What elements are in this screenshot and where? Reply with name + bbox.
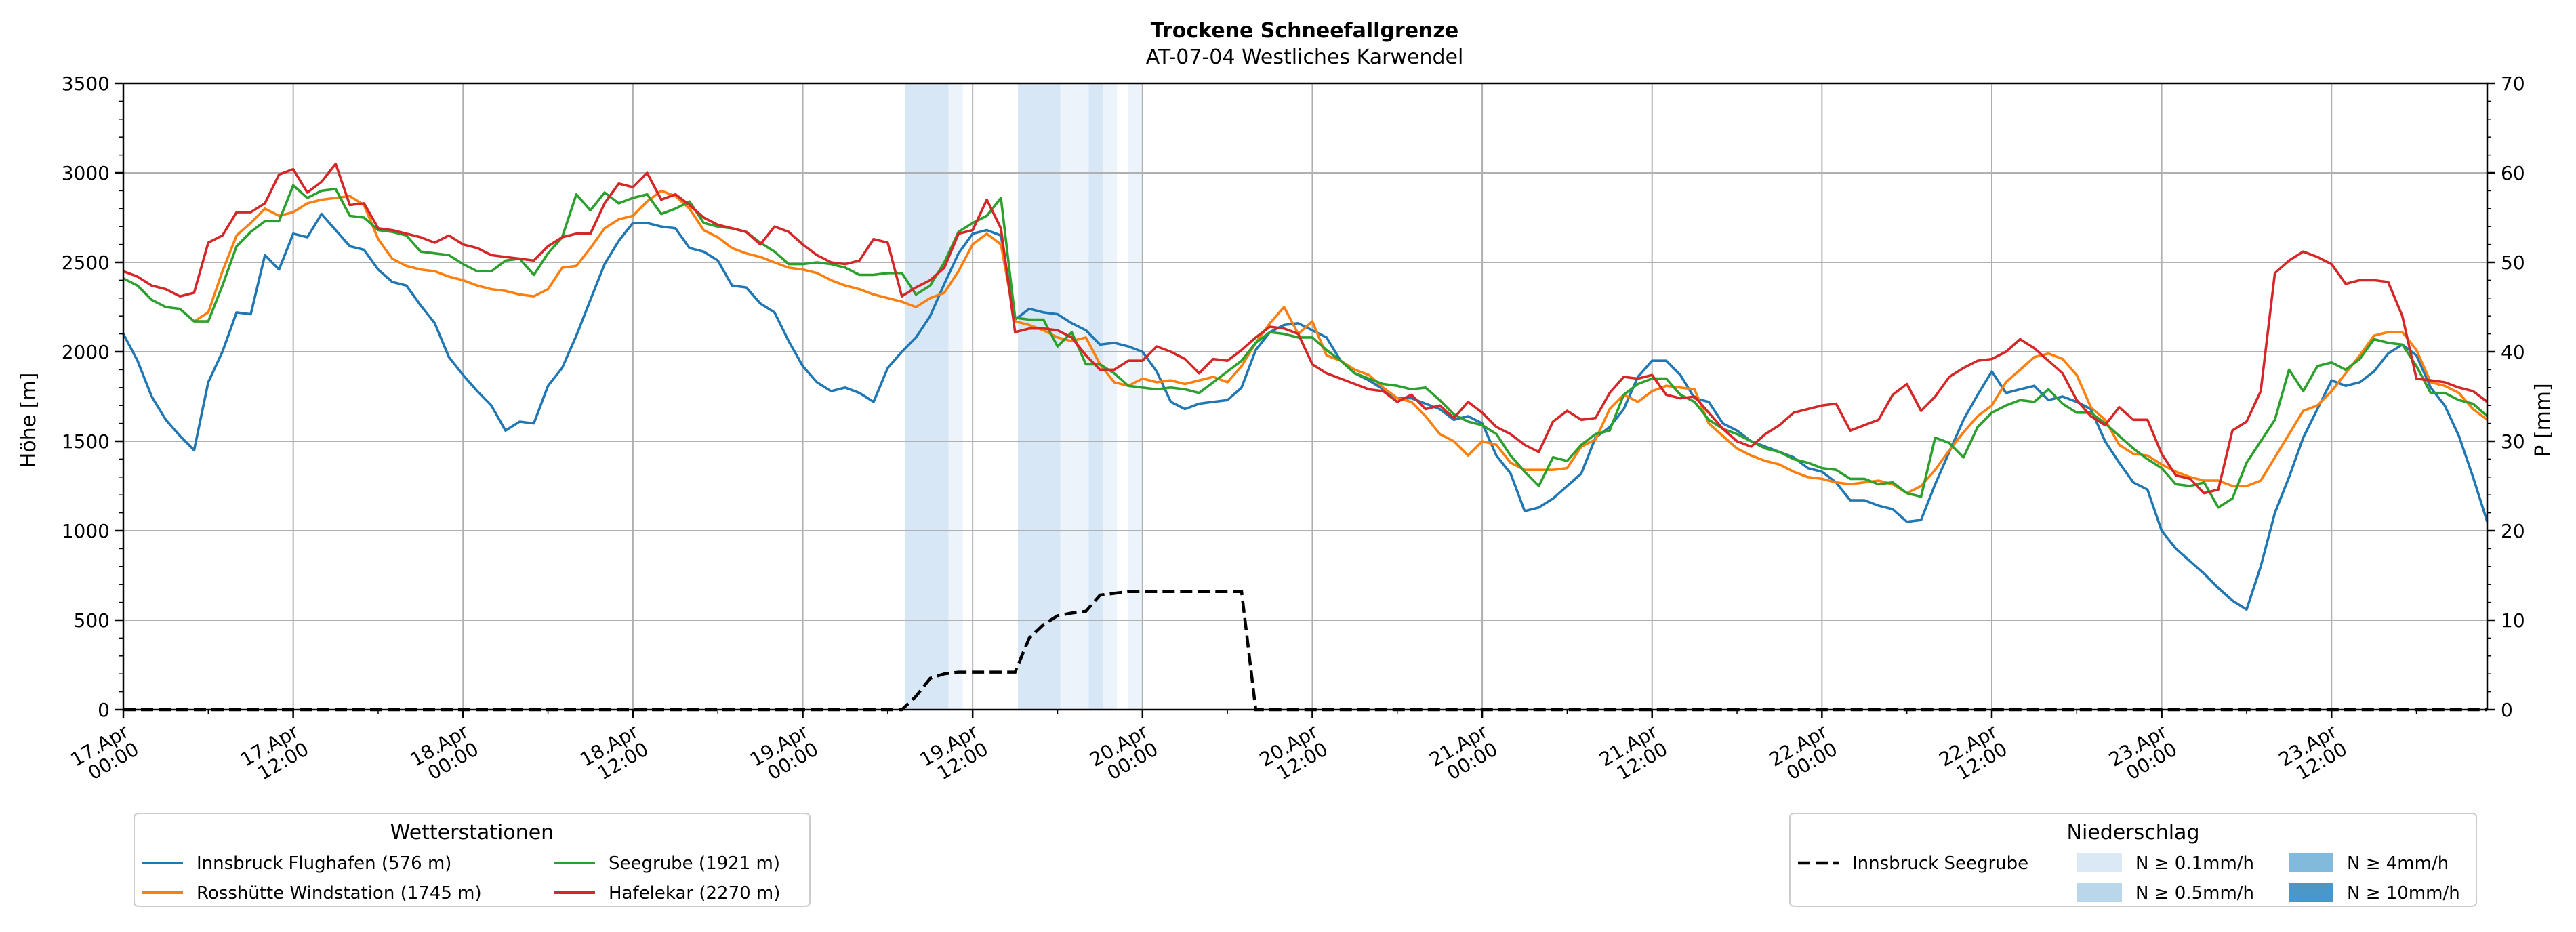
precip-band-0 [904,83,949,710]
legend-label-precip-1: N ≥ 4mm/h [2347,853,2449,874]
plot-frame [122,82,2489,711]
y2-tick-label-0: 0 [2501,699,2513,721]
y2-tick-label-30: 30 [2501,430,2525,453]
legend-precip-title: Niederschlag [2067,821,2200,845]
axes: 0 500 1000 1500 2000 2500 3000 3500 0 10 20 30 40 50 6… [62,73,2525,788]
x-tick-label-132: 22.Apr12:00 [1935,720,2011,788]
chart-title: Trockene Schneefallgrenze [1151,19,1458,43]
chart-subtitle: AT-07-04 Westliches Karwendel [1146,45,1464,69]
precip-band-1 [948,83,963,710]
legend-swatch-precip-3 [2289,883,2333,902]
precip-band-2 [1018,83,1061,710]
legend-swatch-precip-0 [2077,853,2122,872]
legend-stations: Wetterstationen Innsbruck Flughafen (576 … [134,813,811,907]
legend-stations-title: Wetterstationen [390,821,554,845]
x-tick-label-24: 18.Apr00:00 [407,720,483,788]
x-tick-label-60: 19.Apr12:00 [916,720,992,788]
legend-label-innsbruck-seegrube: Innsbruck Seegrube [1852,853,2028,874]
y-tick-label-500: 500 [74,609,110,632]
legend-stations-box [134,813,811,907]
grid [123,83,2487,710]
y2-tick-label-10: 10 [2501,609,2525,632]
x-tick-label-144: 23.Apr00:00 [2105,720,2181,788]
y-axis-label: Höhe [m] [17,373,41,468]
legend-swatch-precip-2 [2077,883,2122,902]
precip-band-6 [1128,83,1143,710]
y2-tick-label-60: 60 [2501,162,2525,184]
legend-precipitation: Niederschlag Innsbruck Seegrube N ≥ 0.1mm/… [1789,813,2477,907]
y-tick-label-2000: 2000 [62,341,110,363]
y-tick-label-3000: 3000 [62,162,110,184]
precip-band-4 [1088,83,1103,710]
legend-label-precip-0: N ≥ 0.1mm/h [2135,853,2254,874]
precip-band-3 [1060,83,1089,710]
x-tick-label-156: 23.Apr12:00 [2275,720,2351,788]
x-tick-label-36: 18.Apr12:00 [576,720,652,788]
y-tick-label-1000: 1000 [62,520,110,542]
x-tick-label-72: 20.Apr00:00 [1086,720,1162,788]
x-tick-label-48: 19.Apr00:00 [746,720,822,788]
x-tick-label-96: 21.Apr00:00 [1426,720,1502,788]
precip-line-innsbruck-seegrube [123,590,2487,712]
x-tick-label-84: 20.Apr12:00 [1256,720,1332,788]
y-tick-label-0: 0 [98,699,110,721]
y-tick-label-3500: 3500 [62,73,110,95]
x-tick-label-120: 22.Apr00:00 [1765,720,1841,788]
y2-tick-label-70: 70 [2501,73,2525,95]
y2-tick-label-20: 20 [2501,520,2525,542]
legend-label-seegrube-1921-m: Seegrube (1921 m) [609,853,780,874]
x-tick-label-12: 17.Apr12:00 [237,720,312,788]
legend-label-precip-3: N ≥ 10mm/h [2347,883,2460,904]
x-tick-label-0: 17.Apr00:00 [66,720,142,788]
y-tick-label-2500: 2500 [62,251,110,274]
legend-label-rossh-tte-windstation-1745-m: Rosshütte Windstation (1745 m) [197,883,482,904]
series-lines [122,163,2489,712]
series-line-rossh-tte-windstation-1745-m [193,189,2489,495]
x-tick-label-108: 21.Apr12:00 [1595,720,1671,788]
y2-tick-label-40: 40 [2501,341,2525,363]
y-tick-label-1500: 1500 [62,430,110,453]
legend-precip-box [1789,813,2477,907]
series-line-hafelekar-2270-m [123,163,2489,495]
legend-label-hafelekar-2270-m: Hafelekar (2270 m) [609,883,780,904]
precip-band-5 [1103,83,1118,710]
legend-swatch-precip-1 [2289,853,2333,872]
y2-tick-label-50: 50 [2501,251,2525,274]
legend-label-precip-2: N ≥ 0.5mm/h [2135,883,2254,904]
y2-axis-label: P [mm] [2531,383,2555,457]
precipitation-bands [904,83,1143,710]
series-line-innsbruck-flughafen-576-m [122,212,2489,611]
legend-label-innsbruck-flughafen-576-m: Innsbruck Flughafen (576 m) [197,853,451,874]
